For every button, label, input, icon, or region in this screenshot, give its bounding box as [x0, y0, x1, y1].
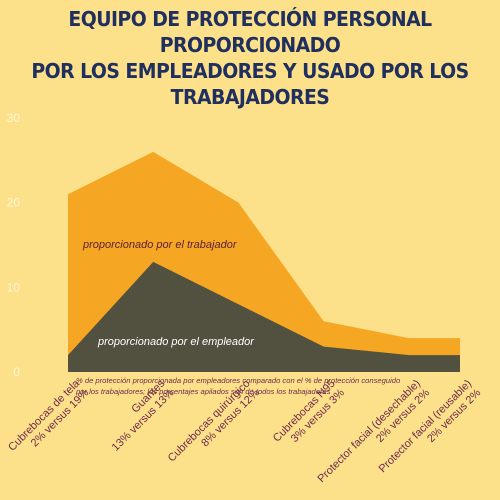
series-label-employer: proporcionado por el empleador — [97, 336, 255, 348]
chart-note: % de protección proporcionada por emplea… — [76, 376, 401, 396]
y-tick-label: 20 — [7, 196, 21, 210]
series-labels: proporcionado por el trabajador proporcio… — [82, 239, 255, 348]
y-axis-ticks: 0 10 20 30 — [7, 111, 21, 379]
y-tick-label: 30 — [7, 111, 21, 125]
chart-title: EQUIPO DE PROTECCIÓN PERSONAL PROPORCION… — [31, 7, 469, 109]
area-employer-provided — [68, 261, 460, 372]
y-tick-label: 0 — [13, 365, 20, 379]
series-label-worker: proporcionado por el trabajador — [82, 239, 238, 251]
chart-areas — [68, 151, 460, 372]
y-tick-label: 10 — [7, 280, 21, 294]
